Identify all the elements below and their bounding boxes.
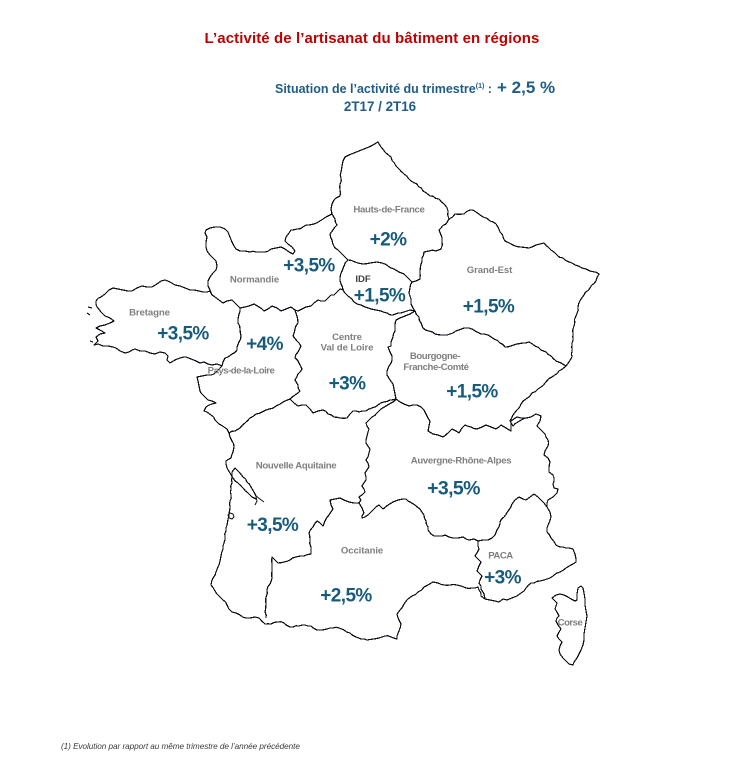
svg-text:+3%: +3% xyxy=(484,568,521,589)
svg-text:+3,5%: +3,5% xyxy=(283,256,335,277)
svg-text:Centre: Centre xyxy=(332,332,362,343)
svg-text:Pays-de-la-Loire: Pays-de-la-Loire xyxy=(208,366,275,377)
svg-text:+2%: +2% xyxy=(370,230,407,251)
svg-text:Val de Loire: Val de Loire xyxy=(321,343,374,354)
svg-text:+1,5%: +1,5% xyxy=(463,297,515,318)
svg-text:Hauts-de-France: Hauts-de-France xyxy=(353,205,424,216)
svg-text:Nouvelle Aquitaine: Nouvelle Aquitaine xyxy=(256,461,337,472)
svg-text:+4%: +4% xyxy=(246,334,283,355)
svg-text:Franche-Comté: Franche-Comté xyxy=(403,362,468,373)
svg-text:+3,5%: +3,5% xyxy=(247,515,299,536)
svg-text:Bourgogne-: Bourgogne- xyxy=(410,351,461,362)
svg-text:+1,5%: +1,5% xyxy=(354,286,406,307)
svg-text:Normandie: Normandie xyxy=(230,275,279,286)
svg-text:PACA: PACA xyxy=(488,551,513,562)
svg-text:+3%: +3% xyxy=(329,374,366,395)
svg-text:Auvergne-Rhône-Alpes: Auvergne-Rhône-Alpes xyxy=(411,456,512,467)
svg-text:Occitanie: Occitanie xyxy=(341,546,383,557)
svg-text:+3,5%: +3,5% xyxy=(427,478,480,500)
svg-text:+3,5%: +3,5% xyxy=(157,324,209,345)
svg-text:+2,5%: +2,5% xyxy=(320,586,372,607)
svg-text:Bretagne: Bretagne xyxy=(129,308,170,319)
svg-text:IDF: IDF xyxy=(355,274,370,285)
svg-text:Corse: Corse xyxy=(558,618,583,629)
svg-text:+1,5%: +1,5% xyxy=(446,382,498,403)
svg-text:Grand-Est: Grand-Est xyxy=(467,265,513,276)
